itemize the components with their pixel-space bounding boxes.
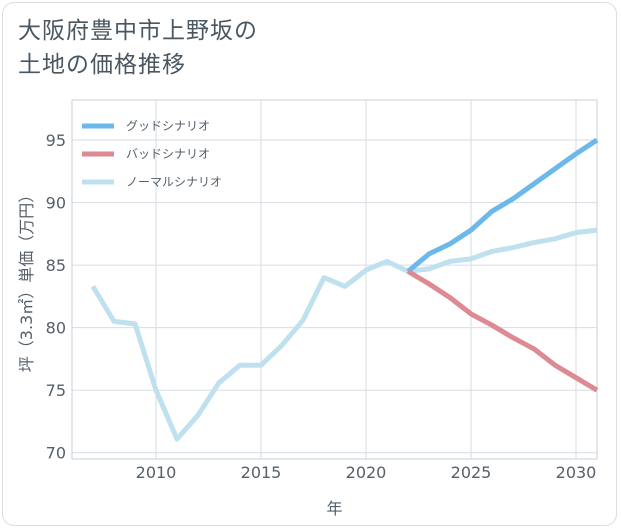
tick-labels: 2010 2015 2020 2025 2030 70 75 80 85 90 95: [46, 131, 597, 482]
y-tick-label: 75: [46, 381, 66, 400]
plot-border: [71, 99, 598, 460]
y-axis-title: 坪（3.3㎡）単価（万円）: [17, 187, 36, 372]
chart-card: [2, 2, 617, 526]
y-tick-label: 85: [46, 256, 66, 275]
chart-title-line-1: 大阪府豊中市上野坂の: [18, 18, 258, 44]
x-axis-title: 年: [326, 499, 342, 518]
x-tick-label: 2030: [556, 463, 597, 482]
x-tick-label: 2025: [451, 463, 492, 482]
legend-label-2: バッドシナリオ: [126, 147, 210, 161]
chart-title-line-2: 土地の価格推移: [18, 52, 186, 78]
series-line-3: [90, 227, 598, 442]
x-tick-label: 2020: [346, 463, 387, 482]
chart-title: 大阪府豊中市上野坂の 土地の価格推移: [18, 14, 258, 82]
y-tick-label: 80: [46, 319, 66, 338]
x-tick-label: 2015: [241, 463, 282, 482]
x-tick-label: 2010: [136, 463, 177, 482]
legend-label-1: グッドシナリオ: [126, 119, 210, 133]
y-tick-label: 90: [46, 194, 66, 213]
y-tick-label: 95: [46, 131, 66, 150]
legend-label-3: ノーマルシナリオ: [126, 175, 222, 189]
plot-frame: [71, 99, 598, 460]
series-line-2: [406, 269, 599, 393]
y-tick-label: 70: [46, 444, 66, 463]
series-lines: [90, 137, 599, 442]
series-line-1: [406, 137, 599, 274]
